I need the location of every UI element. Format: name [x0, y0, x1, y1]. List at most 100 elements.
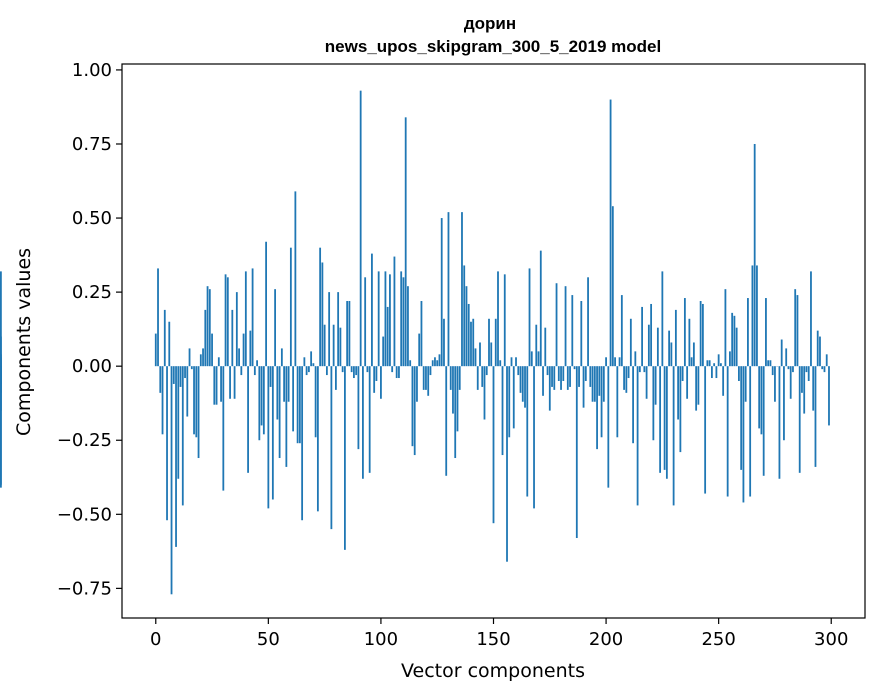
bar-component-45 [256, 360, 258, 367]
bar-component-143 [476, 366, 479, 390]
bar-component-17 [193, 366, 195, 435]
bar-component-42 [249, 330, 252, 367]
bar-component-32 [226, 277, 229, 367]
bar-component-73 [319, 247, 322, 367]
bar-component-114 [411, 366, 414, 447]
bar-component-74 [321, 262, 324, 367]
bar-component-68 [307, 366, 310, 373]
bar-component-221 [652, 366, 655, 441]
bar-component-291 [810, 271, 812, 367]
bar-component-27 [215, 366, 218, 405]
bar-component-14 [186, 366, 189, 417]
bar-component-263 [747, 298, 749, 367]
bar-component-235 [683, 298, 686, 367]
bar-component-135 [458, 366, 461, 390]
bar-component-133 [454, 366, 457, 459]
bar-component-84 [344, 366, 346, 550]
bar-component-155 [503, 274, 506, 367]
bar-component-137 [463, 265, 466, 367]
bar-component-242 [699, 301, 702, 367]
bar-component-49 [265, 241, 267, 367]
bar-component-98 [375, 366, 378, 381]
bar-component-108 [398, 366, 400, 379]
bar-component-58 [285, 366, 288, 467]
bar-component-111 [404, 117, 407, 367]
bar-component-142 [474, 348, 477, 367]
bar-component-160 [515, 357, 517, 367]
bar-component-10 [177, 366, 180, 479]
bar-component-138 [465, 286, 468, 367]
bar-component-292 [812, 366, 815, 411]
x-axis-ticks: 0 50 100 150 200 250 300 [150, 618, 848, 650]
bar-component-95 [368, 366, 371, 473]
bar-component-113 [409, 360, 412, 367]
bar-component-38 [240, 366, 243, 376]
bar-component-107 [395, 366, 398, 379]
bar-component-46 [258, 366, 261, 441]
x-tick-label: 0 [150, 629, 161, 650]
bar-component-120 [425, 366, 427, 390]
bar-component-211 [629, 318, 632, 367]
bar-component-250 [717, 354, 720, 367]
bar-component-249 [715, 366, 718, 379]
bar-component-264 [749, 366, 752, 497]
bar-component-72 [316, 366, 319, 512]
bar-component-54 [276, 366, 279, 420]
bar-component-103 [386, 306, 389, 367]
bar-component-100 [380, 366, 382, 399]
bar-component-215 [638, 366, 641, 373]
bar-component-24 [208, 289, 211, 367]
bar-component-131 [449, 366, 452, 390]
bar-component-191 [584, 366, 587, 381]
bar-component-226 [663, 366, 666, 470]
bar-component-218 [645, 366, 648, 399]
bar-component-174 [546, 366, 549, 376]
bar-component-56 [280, 348, 283, 367]
bar-component-251 [720, 363, 722, 367]
bar-component-71 [314, 366, 317, 438]
bar-component-198 [600, 366, 603, 438]
bar-component-256 [731, 312, 734, 367]
bar-component-184 [569, 366, 571, 387]
bar-component-213 [634, 351, 637, 367]
y-tick-label: −0.75 [57, 578, 112, 599]
bar-component-175 [548, 366, 551, 411]
bar-component-121 [427, 366, 430, 396]
bar-component-212 [632, 366, 634, 444]
bar-component-229 [670, 342, 673, 367]
bar-component-210 [627, 366, 630, 379]
bar-component-195 [593, 366, 596, 402]
bar-component-262 [744, 366, 747, 402]
bar-component-77 [328, 292, 331, 367]
bar-component-163 [521, 366, 524, 402]
bar-component-258 [735, 327, 738, 367]
bar-component-104 [389, 274, 391, 367]
bar-component-162 [519, 366, 522, 393]
bar-component-33 [229, 366, 231, 399]
x-tick-label: 100 [364, 629, 398, 650]
bar-component-20 [199, 354, 202, 367]
bar-component-128 [443, 318, 445, 367]
chart-title: дорин [464, 14, 516, 33]
bar-component-164 [524, 366, 526, 408]
bar-component-261 [742, 366, 745, 503]
bar-component-115 [413, 366, 416, 456]
bar-component-76 [325, 366, 328, 376]
bar-component-151 [494, 318, 497, 367]
bar-component-285 [796, 295, 799, 367]
bar-component-203 [611, 206, 614, 367]
y-tick-label: 0.75 [72, 134, 112, 155]
bar-component-60 [289, 247, 292, 367]
x-tick-label: 150 [476, 629, 510, 650]
bar-component-152 [497, 271, 499, 367]
y-tick-label: 0.50 [72, 208, 112, 229]
bar-component-186 [573, 366, 576, 370]
bar-component-187 [575, 366, 578, 539]
bar-component-116 [416, 366, 418, 402]
bar-component-86 [348, 301, 351, 367]
bar-component-185 [571, 295, 574, 367]
bar-component-282 [789, 366, 792, 399]
bar-component-67 [305, 366, 308, 376]
bar-component-undefined [0, 366, 2, 384]
bar-component-11 [179, 366, 182, 387]
